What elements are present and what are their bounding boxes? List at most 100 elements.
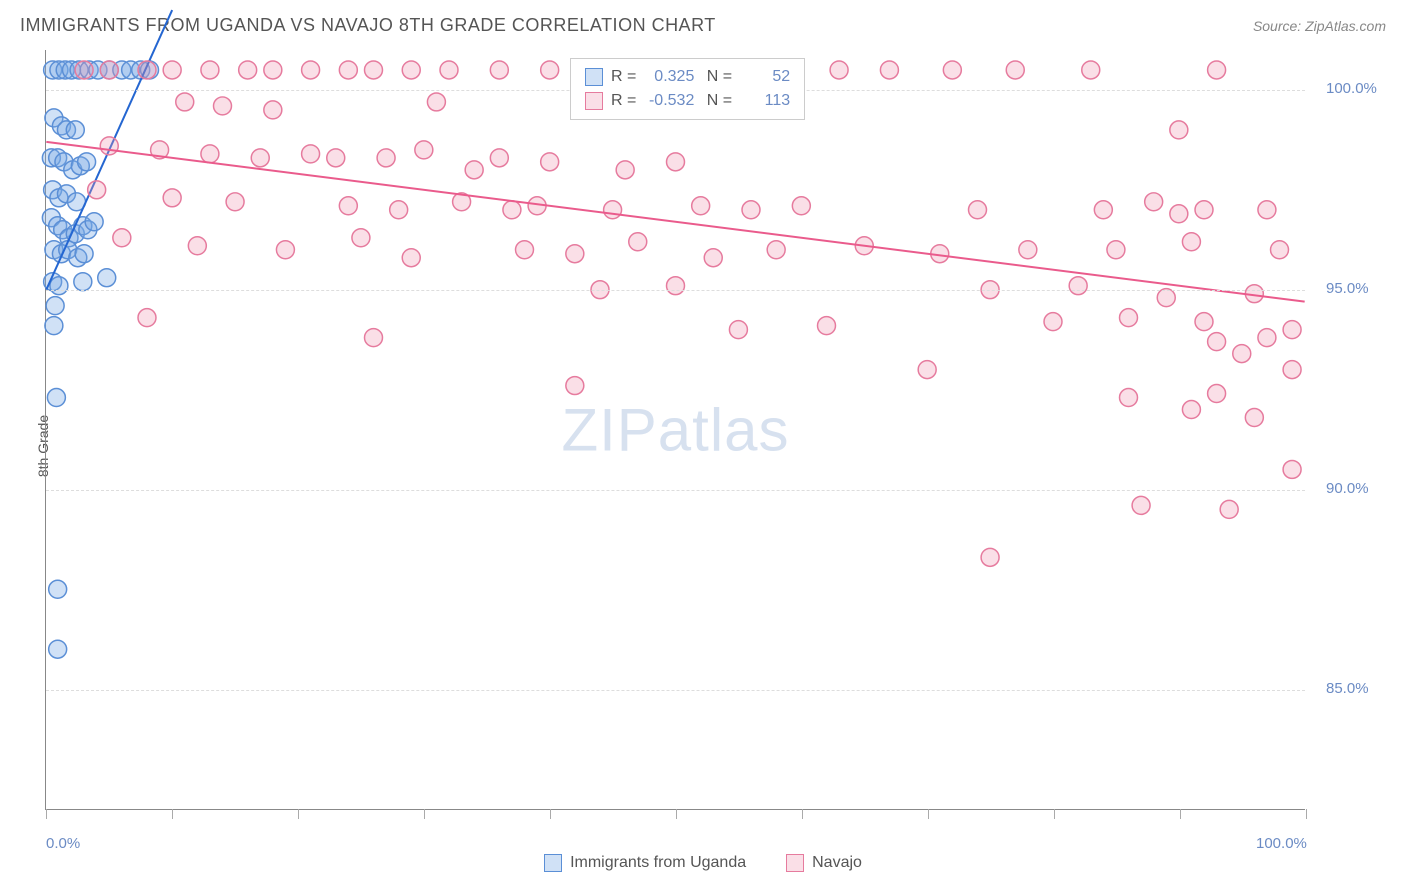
y-tick-label: 100.0% [1326,80,1377,97]
x-tick [172,809,173,819]
data-point [1283,321,1301,339]
data-point [302,145,320,163]
legend-stats: R = 0.325 N = 52R = -0.532 N = 113 [570,58,805,120]
data-point [98,269,116,287]
x-tick-label: 100.0% [1256,835,1307,852]
legend-r-value: -0.532 [644,89,694,113]
data-point [352,229,370,247]
legend-series-label: Immigrants from Uganda [570,854,746,872]
x-tick [424,809,425,819]
chart-title: IMMIGRANTS FROM UGANDA VS NAVAJO 8TH GRA… [20,15,716,36]
legend-series-label: Navajo [812,854,862,872]
legend-r-label: R = [611,89,636,113]
data-point [365,61,383,79]
data-point [667,153,685,171]
data-point [226,193,244,211]
x-tick [1306,809,1307,819]
data-point [74,273,92,291]
x-tick [46,809,47,819]
data-point [1258,201,1276,219]
x-tick-label: 0.0% [46,835,80,852]
data-point [1195,313,1213,331]
data-point [541,61,559,79]
data-point [1006,61,1024,79]
data-point [88,181,106,199]
data-point [75,245,93,263]
data-point [1082,61,1100,79]
data-point [201,61,219,79]
data-point [427,93,445,111]
data-point [1019,241,1037,259]
data-point [390,201,408,219]
legend-stats-row: R =-0.532 N =113 [585,89,790,113]
legend-series-item: Immigrants from Uganda [544,854,746,872]
data-point [742,201,760,219]
data-point [138,309,156,327]
data-point [516,241,534,259]
data-point [302,61,320,79]
chart-container: IMMIGRANTS FROM UGANDA VS NAVAJO 8TH GRA… [0,0,1406,892]
data-point [78,153,96,171]
data-point [729,321,747,339]
data-point [704,249,722,267]
legend-stats-row: R = 0.325 N = 52 [585,65,790,89]
data-point [1132,496,1150,514]
data-point [1208,61,1226,79]
data-point [1271,241,1289,259]
data-point [251,149,269,167]
data-point [100,61,118,79]
data-point [629,233,647,251]
data-point [1220,500,1238,518]
data-point [1170,205,1188,223]
legend-n-label: N = [702,65,732,89]
data-point [969,201,987,219]
data-point [264,61,282,79]
data-point [1258,329,1276,347]
data-point [1233,345,1251,363]
legend-series-item: Navajo [786,854,862,872]
data-point [239,61,257,79]
data-point [138,61,156,79]
data-point [377,149,395,167]
data-point [604,201,622,219]
data-point [339,61,357,79]
data-point [1094,201,1112,219]
data-point [667,277,685,295]
gridline [46,490,1305,491]
data-point [45,317,63,335]
legend-r-label: R = [611,65,636,89]
data-point [918,361,936,379]
data-point [100,137,118,155]
data-point [276,241,294,259]
data-point [440,61,458,79]
data-point [85,213,103,231]
data-point [767,241,785,259]
data-point [163,61,181,79]
data-point [163,189,181,207]
data-point [1107,241,1125,259]
data-point [402,249,420,267]
legend-n-value: 52 [740,65,790,89]
data-point [1120,389,1138,407]
data-point [943,61,961,79]
data-point [1044,313,1062,331]
data-point [1245,409,1263,427]
legend-r-value: 0.325 [644,65,694,89]
data-point [1283,361,1301,379]
data-point [75,61,93,79]
x-tick [928,809,929,819]
data-point [1208,333,1226,351]
x-tick [1180,809,1181,819]
x-tick [1054,809,1055,819]
legend-n-value: 113 [740,89,790,113]
data-point [818,317,836,335]
data-point [1195,201,1213,219]
data-point [1157,289,1175,307]
data-point [792,197,810,215]
data-point [566,377,584,395]
data-point [365,329,383,347]
data-point [490,149,508,167]
header: IMMIGRANTS FROM UGANDA VS NAVAJO 8TH GRA… [20,15,1386,36]
legend-swatch [585,92,603,110]
source-attribution: Source: ZipAtlas.com [1253,18,1386,34]
